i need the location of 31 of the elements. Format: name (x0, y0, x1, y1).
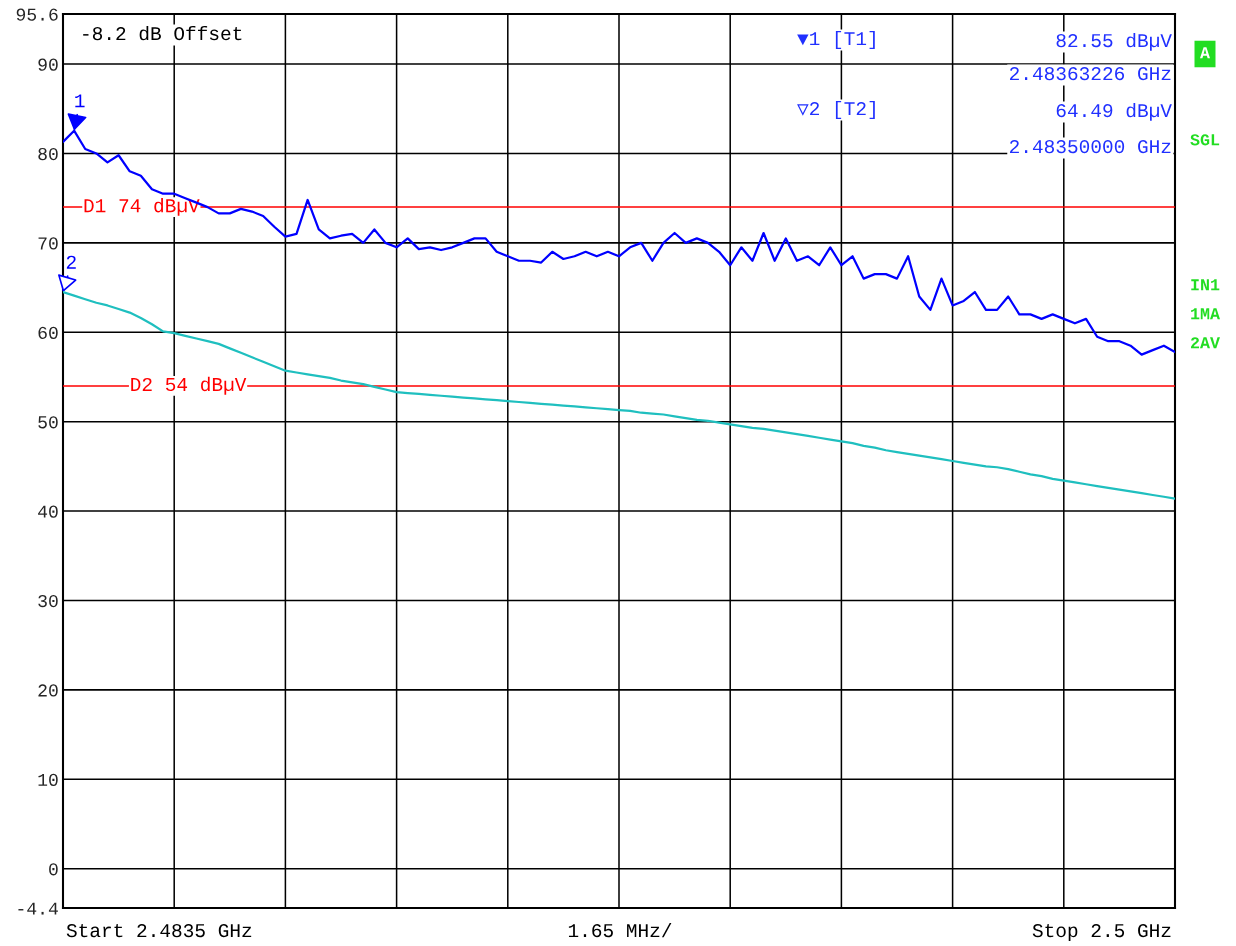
y-tick-label: 60 (38, 326, 58, 339)
annotation: 1 (75, 94, 85, 108)
y-tick-label: 90 (38, 58, 58, 71)
y-tick-label: 20 (38, 684, 58, 697)
text: 2AV (1191, 337, 1220, 349)
annotation: 2.48363226 GHz (1009, 67, 1171, 81)
annotation: 2.48350000 GHz (1009, 140, 1171, 154)
annotation: 2 (66, 255, 76, 269)
ref-line-label: D2 54 dBµV (131, 376, 247, 395)
ref-line-label: D1 74 dBµV (84, 198, 200, 216)
text: Start 2.4835 GHz (66, 924, 252, 938)
annotation: -8.2 dB Offset (83, 25, 242, 41)
y-tick-label: 50 (38, 416, 58, 429)
y-tick-label: 10 (38, 773, 58, 786)
text: A (1200, 47, 1210, 59)
y-tick-label: 70 (38, 237, 58, 250)
y-tick-label: 30 (38, 594, 58, 608)
text: Stop 2.5 GHz (1032, 924, 1171, 942)
annotation: 82.55 dBµV (1056, 32, 1172, 51)
text: 1MA (1191, 308, 1220, 320)
annotation: 64.49 dBµV (1056, 102, 1172, 121)
text: 1.65 MHz/ (568, 922, 672, 938)
text: IN1 (1191, 279, 1220, 291)
y-tick-label: 95.6 (16, 8, 58, 21)
y-tick-label: -4.4 (18, 902, 58, 915)
y-tick-label: 80 (38, 147, 58, 161)
y-tick-label: 40 (38, 505, 58, 518)
annotation: ▼1 [T1] (797, 30, 875, 50)
y-tick-label: 0 (49, 863, 58, 876)
annotation: ▽2 [T2] (797, 100, 875, 120)
text: SGL (1190, 134, 1220, 146)
